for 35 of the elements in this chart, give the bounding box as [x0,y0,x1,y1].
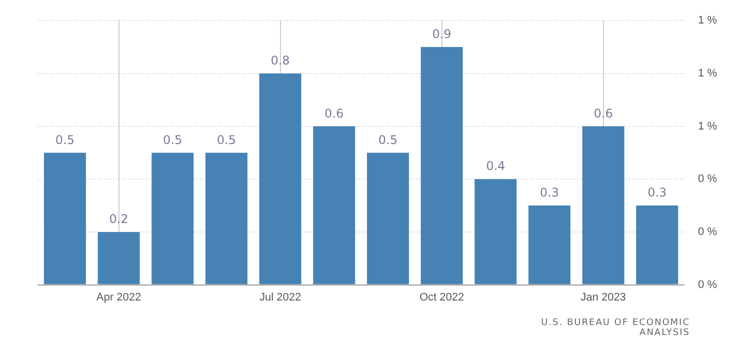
bar [205,152,248,284]
y-tick-label: 1 % [698,14,718,27]
data-label: 0.2 [109,212,128,226]
bar [98,232,140,284]
data-label: 0.3 [540,186,559,200]
data-label: 0.5 [216,132,236,147]
bar [366,152,409,284]
y-tick-label: 0 % [698,226,718,238]
y-tick-label: 0 % [698,278,718,291]
bar [474,179,517,284]
bar [313,126,356,284]
data-label: 0.6 [594,106,613,120]
text: U.S. BUREAU OF ECONOMIC ANALYSIS [540,318,690,338]
bar [259,73,302,284]
data-label: 0.8 [270,54,290,68]
data-label: 0.9 [432,27,452,42]
bar [152,152,194,284]
bar [420,47,463,284]
x-tick-label: Jul 2022 [259,291,302,304]
bar [44,152,86,284]
data-label: 0.5 [55,132,74,147]
data-label: 0.4 [486,159,506,174]
bar [582,126,624,284]
data-label: 0.3 [648,186,667,200]
x-tick-label: Jan 2023 [580,291,626,304]
y-tick-label: 1 % [698,120,718,132]
data-label: 0.5 [378,132,398,147]
data-label: 0.5 [163,132,182,147]
y-tick-label: 1 % [698,67,718,80]
data-label: 0.6 [324,106,344,120]
x-tick-label: Apr 2022 [96,291,142,304]
bar [528,206,570,284]
y-tick-label: 0 % [698,173,718,186]
bar [636,206,678,284]
x-tick-label: Oct 2022 [419,291,464,304]
